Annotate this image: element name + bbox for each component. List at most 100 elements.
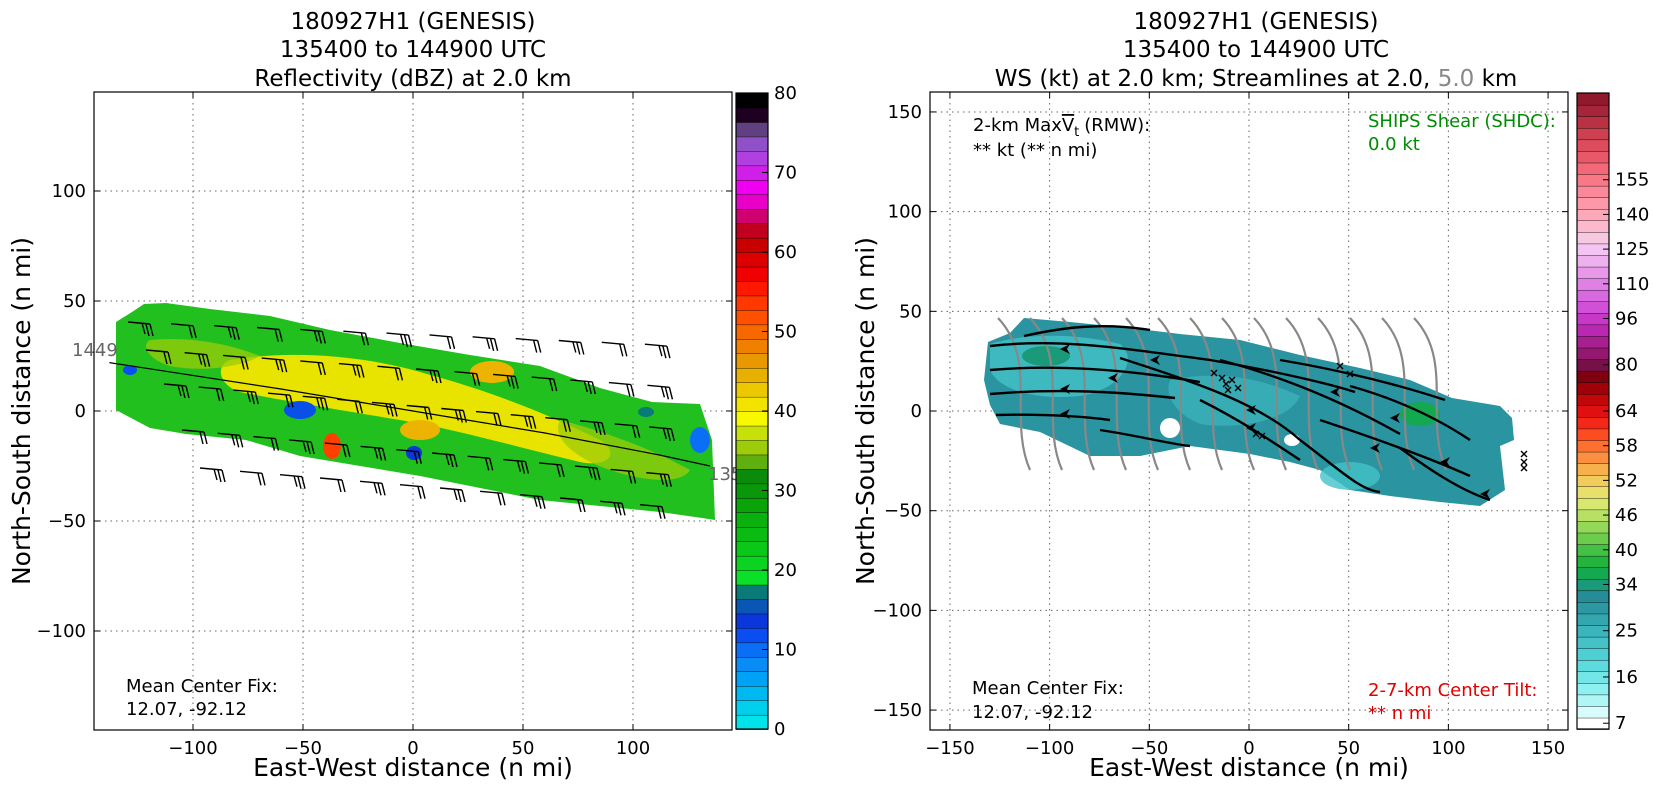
shear-value: 0.0 kt (1368, 134, 1420, 155)
streamline-arrow (1150, 355, 1160, 365)
left-y-axis-label: North-South distance (n mi) (7, 237, 36, 585)
wind-barb-staff (439, 487, 463, 491)
colorbar-tick-label: 64 (1615, 401, 1638, 422)
colorbar-swatch (735, 699, 769, 716)
wind-barb (338, 362, 365, 378)
streamline-upper (1349, 317, 1384, 471)
wind-barb-feather (572, 341, 577, 353)
streamline-lower (989, 389, 1176, 400)
wind-barb-feather (461, 489, 466, 503)
wind-barb-feather (181, 385, 186, 399)
wind-speed-colorbar: 7 16 25 34 40 46 52 58 64 80 96 110 125 140 155 (1576, 92, 1649, 734)
y-tick-label: −50 (884, 501, 922, 522)
wind-barb-feather (393, 404, 398, 417)
right-plot-area: 2-km MaxVt (RMW): ** kt (** n mi) SHIPS S… (929, 91, 1569, 731)
ws-gap-2 (1284, 434, 1300, 446)
colorbar-swatch (1576, 381, 1610, 395)
wind-barb-staff (359, 480, 383, 484)
colorbar-swatch (735, 685, 769, 701)
left-center-fix-value: 12.07, -92.12 (126, 699, 247, 720)
center-fix-marker (1336, 362, 1344, 370)
echo-light-green (146, 338, 690, 480)
wind-barb-staff (217, 432, 240, 436)
wind-barb-staff (302, 395, 325, 399)
wind-barb-feather (163, 351, 168, 365)
wind-barb-feather (270, 438, 276, 451)
wind-barb-feather (489, 338, 495, 351)
wind-barb-feather (337, 479, 342, 493)
wind-barb-feather (549, 378, 554, 392)
wind-barb-feather (306, 441, 311, 455)
wind-barb-staff (171, 323, 194, 327)
streamline-lower (1219, 358, 1401, 436)
right-title-line-3-main: WS (kt) at 2.0 km; Streamlines at 2.0, (995, 66, 1438, 92)
wind-barb-feather (377, 448, 383, 461)
wind-barb-staff (515, 337, 538, 342)
wind-barb-feather (528, 416, 533, 429)
wind-barb-feather (235, 435, 240, 448)
colorbar-swatch (1576, 139, 1610, 152)
wind-barb-feather (385, 403, 390, 415)
wind-barb-staff (343, 330, 366, 334)
right-center-fix-label: Mean Center Fix: (972, 678, 1124, 699)
streamline-lower (989, 366, 1201, 384)
colorbar-swatch (1576, 347, 1610, 360)
wind-barb-feather (533, 340, 538, 353)
colorbar-swatch (1576, 647, 1610, 661)
wind-speed-panel: 180927H1 (GENESIS) 135400 to 144900 UTC … (851, 9, 1649, 782)
wind-barb-feather (381, 483, 386, 496)
wind-barb (558, 339, 585, 355)
colorbar-swatch (1576, 555, 1610, 568)
wind-barb-feather (231, 434, 236, 446)
wind-barb-staff (396, 449, 419, 453)
wind-barb-feather (275, 358, 280, 371)
wind-barb-feather (658, 345, 663, 357)
wind-barb (302, 395, 329, 411)
wind-barb-feather (250, 391, 255, 405)
streamline-lower (1099, 428, 1191, 448)
left-title-line-2: 135400 to 144900 UTC (280, 37, 546, 63)
wind-barb-staff (406, 404, 429, 409)
wind-barb (570, 379, 596, 395)
wind-barb-staff (399, 484, 423, 488)
x-tick-label: 150 (1531, 738, 1565, 759)
left-axis-ticks: −100 −50 0 50 100 −100 −50 0 50 100 (37, 92, 732, 759)
wind-barb-feather (588, 466, 593, 479)
wind-barb (253, 435, 280, 451)
colorbar-tick-label: 140 (1615, 204, 1649, 225)
colorbar-swatch (1576, 150, 1610, 164)
wind-barb-feather (240, 357, 245, 370)
streamline-arrow (1246, 405, 1256, 415)
flight-track (109, 362, 711, 467)
wind-barb-feather (453, 488, 458, 501)
wind-barb-staff (454, 371, 477, 375)
ws-light-area-center (1168, 375, 1300, 426)
x-tick-label: −50 (284, 738, 322, 759)
colorbar-swatch (1576, 266, 1610, 279)
colorbar-swatch (1576, 636, 1610, 649)
wind-barb-feather (313, 330, 318, 342)
streamline-upper (1093, 317, 1128, 471)
colorbar-tick-label: 50 (774, 322, 797, 343)
colorbar-swatch (735, 367, 769, 383)
wind-barb-staff (300, 360, 323, 364)
y-tick-label: 0 (75, 401, 86, 422)
wind-barb (181, 429, 208, 445)
colorbar-tick-label: 155 (1615, 170, 1649, 191)
wind-barb-feather (437, 370, 442, 384)
wind-barb-feather (524, 415, 529, 427)
colorbar-tick-label: 52 (1615, 470, 1638, 491)
colorbar-swatch (735, 208, 769, 224)
colorbar-tick-label: 25 (1615, 621, 1638, 642)
colorbar-swatch (1576, 92, 1610, 106)
wind-barb-staff (558, 339, 581, 344)
wind-barb-feather (537, 496, 542, 509)
right-title-upper-level: 5.0 (1438, 66, 1475, 92)
wind-barb-staff (223, 354, 246, 359)
wind-barb-feather (283, 359, 288, 373)
wind-barb-staff (239, 470, 263, 474)
wind-barb-feather (631, 471, 637, 484)
colorbar-swatch (1576, 115, 1610, 129)
wind-barb-feather (666, 346, 671, 359)
wind-barb-feather (632, 425, 637, 439)
